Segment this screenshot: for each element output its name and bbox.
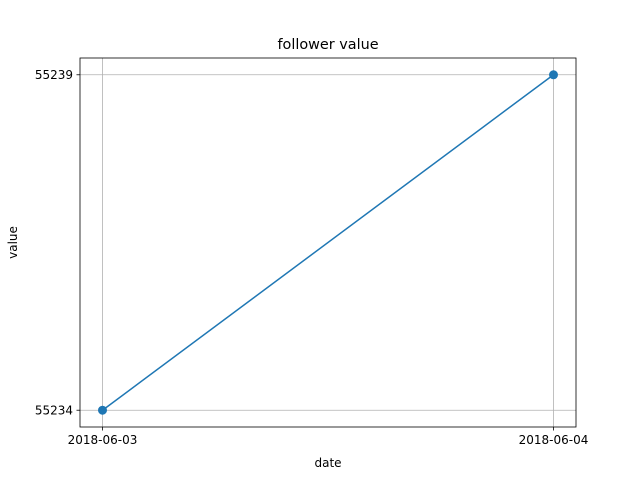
chart-title: follower value: [277, 37, 378, 53]
x-tick-label: 2018-06-03: [68, 433, 138, 447]
plot-frame: [79, 57, 577, 428]
y-tick-label: 55239: [35, 68, 73, 82]
y-ticks: 55234 55239: [35, 68, 80, 418]
x-axis-label: date: [314, 456, 341, 470]
y-axis-label: value: [6, 226, 20, 259]
data-point: [98, 405, 107, 415]
x-tick-label: 2018-06-04: [519, 433, 589, 447]
x-ticks: 2018-06-03 2018-06-04: [68, 427, 589, 447]
y-tick-label: 55234: [35, 404, 73, 418]
data-point: [549, 70, 558, 80]
series-line: [102, 74, 554, 411]
series-layer: [98, 70, 558, 415]
grid-lines: [80, 58, 576, 427]
